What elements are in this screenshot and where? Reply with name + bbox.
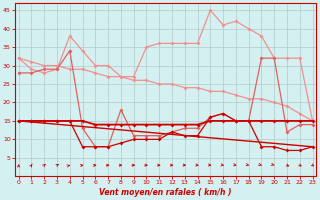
X-axis label: Vent moyen/en rafales ( km/h ): Vent moyen/en rafales ( km/h ) (99, 188, 232, 197)
